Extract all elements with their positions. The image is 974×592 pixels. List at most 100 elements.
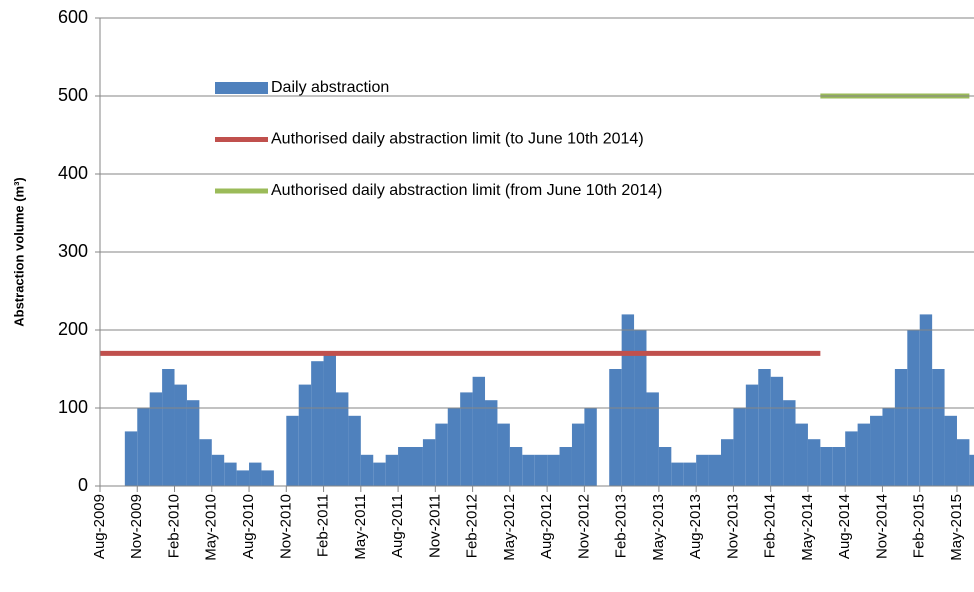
bar <box>435 423 448 486</box>
bar <box>770 376 784 486</box>
bar <box>509 447 523 486</box>
bar <box>584 408 597 486</box>
bar <box>534 454 548 486</box>
bar <box>944 415 957 486</box>
bar <box>186 400 200 486</box>
bar <box>783 400 796 486</box>
y-tick-label: 100 <box>58 397 88 417</box>
bar <box>460 392 473 486</box>
bar <box>696 454 709 486</box>
x-tick-label: Nov-2012 <box>575 494 592 559</box>
bar <box>422 439 436 486</box>
x-tick-label: Feb-2010 <box>165 494 182 558</box>
x-tick-label: Nov-2009 <box>128 494 145 559</box>
x-tick-label: Feb-2012 <box>464 494 481 558</box>
bar <box>360 454 374 486</box>
x-tick-label: Nov-2014 <box>873 494 890 559</box>
bar <box>211 454 225 486</box>
bar <box>969 454 974 486</box>
bar <box>522 454 535 486</box>
x-tick-label: May-2013 <box>650 494 667 561</box>
x-tick-label: May-2010 <box>203 494 220 561</box>
x-tick-label: May-2015 <box>948 494 965 561</box>
bar <box>410 447 423 486</box>
bar <box>845 431 858 486</box>
bar <box>162 369 175 486</box>
legend-label: Authorised daily abstraction limit (from… <box>271 182 662 199</box>
x-tick-label: Feb-2011 <box>315 494 332 557</box>
y-axis-label: Abstraction volume (m³) <box>11 177 26 327</box>
bar <box>795 423 808 486</box>
y-tick-label: 600 <box>58 7 88 27</box>
bar <box>919 314 933 486</box>
bar <box>721 439 734 486</box>
bar <box>286 415 299 486</box>
bar <box>857 423 871 486</box>
bar <box>745 384 759 486</box>
bar <box>124 431 138 486</box>
bar <box>882 408 895 486</box>
x-tick-label: Aug-2013 <box>687 494 704 559</box>
bar <box>485 400 498 486</box>
x-tick-label: Feb-2014 <box>762 494 779 558</box>
y-tick-label: 300 <box>58 241 88 261</box>
x-tick-label: Nov-2013 <box>724 494 741 559</box>
bar <box>658 447 672 486</box>
x-tick-label: Aug-2009 <box>91 494 108 559</box>
bar <box>224 462 237 486</box>
x-tick-label: Nov-2011 <box>426 494 443 558</box>
legend-label: Daily abstraction <box>271 79 389 96</box>
x-tick-label: May-2012 <box>501 494 518 561</box>
bar <box>708 454 721 486</box>
x-tick-label: Aug-2012 <box>538 494 555 559</box>
legend-swatch <box>215 82 268 94</box>
bar <box>571 423 585 486</box>
bar <box>497 423 510 486</box>
bar <box>298 384 312 486</box>
bar <box>335 392 349 486</box>
bar <box>323 353 336 486</box>
x-tick-label: Feb-2013 <box>613 494 630 558</box>
bar <box>137 408 150 486</box>
plot-area <box>100 93 974 486</box>
x-tick-label: Feb-2015 <box>911 494 928 558</box>
x-tick-label: Aug-2010 <box>240 494 257 559</box>
bar <box>559 447 572 486</box>
bar <box>348 415 361 486</box>
bar <box>373 462 386 486</box>
bar <box>398 447 411 486</box>
bar <box>733 408 746 486</box>
bar <box>894 369 908 486</box>
bar <box>174 384 187 486</box>
bar <box>646 392 659 486</box>
y-tick-label: 200 <box>58 319 88 339</box>
bar <box>609 369 622 486</box>
bar <box>807 439 821 486</box>
bar <box>236 470 250 486</box>
bar <box>758 369 771 486</box>
y-tick-label: 500 <box>58 85 88 105</box>
bar <box>956 439 970 486</box>
bar <box>261 470 274 486</box>
x-tick-label: Aug-2014 <box>836 494 853 559</box>
bar <box>547 454 560 486</box>
bar <box>249 462 262 486</box>
bar <box>385 454 399 486</box>
bar <box>447 408 461 486</box>
bar <box>683 462 697 486</box>
bar <box>932 369 945 486</box>
bar <box>311 361 324 486</box>
y-tick-label: 400 <box>58 163 88 183</box>
bar <box>820 447 833 486</box>
bar <box>671 462 684 486</box>
bar <box>621 314 635 486</box>
x-tick-label: May-2014 <box>799 494 816 561</box>
x-tick-label: Aug-2011 <box>389 494 406 558</box>
bar <box>199 439 212 486</box>
bar <box>870 415 883 486</box>
legend-label: Authorised daily abstraction limit (to J… <box>271 131 644 148</box>
bar <box>472 376 486 486</box>
bar <box>832 447 846 486</box>
x-tick-label: May-2011 <box>352 494 369 560</box>
